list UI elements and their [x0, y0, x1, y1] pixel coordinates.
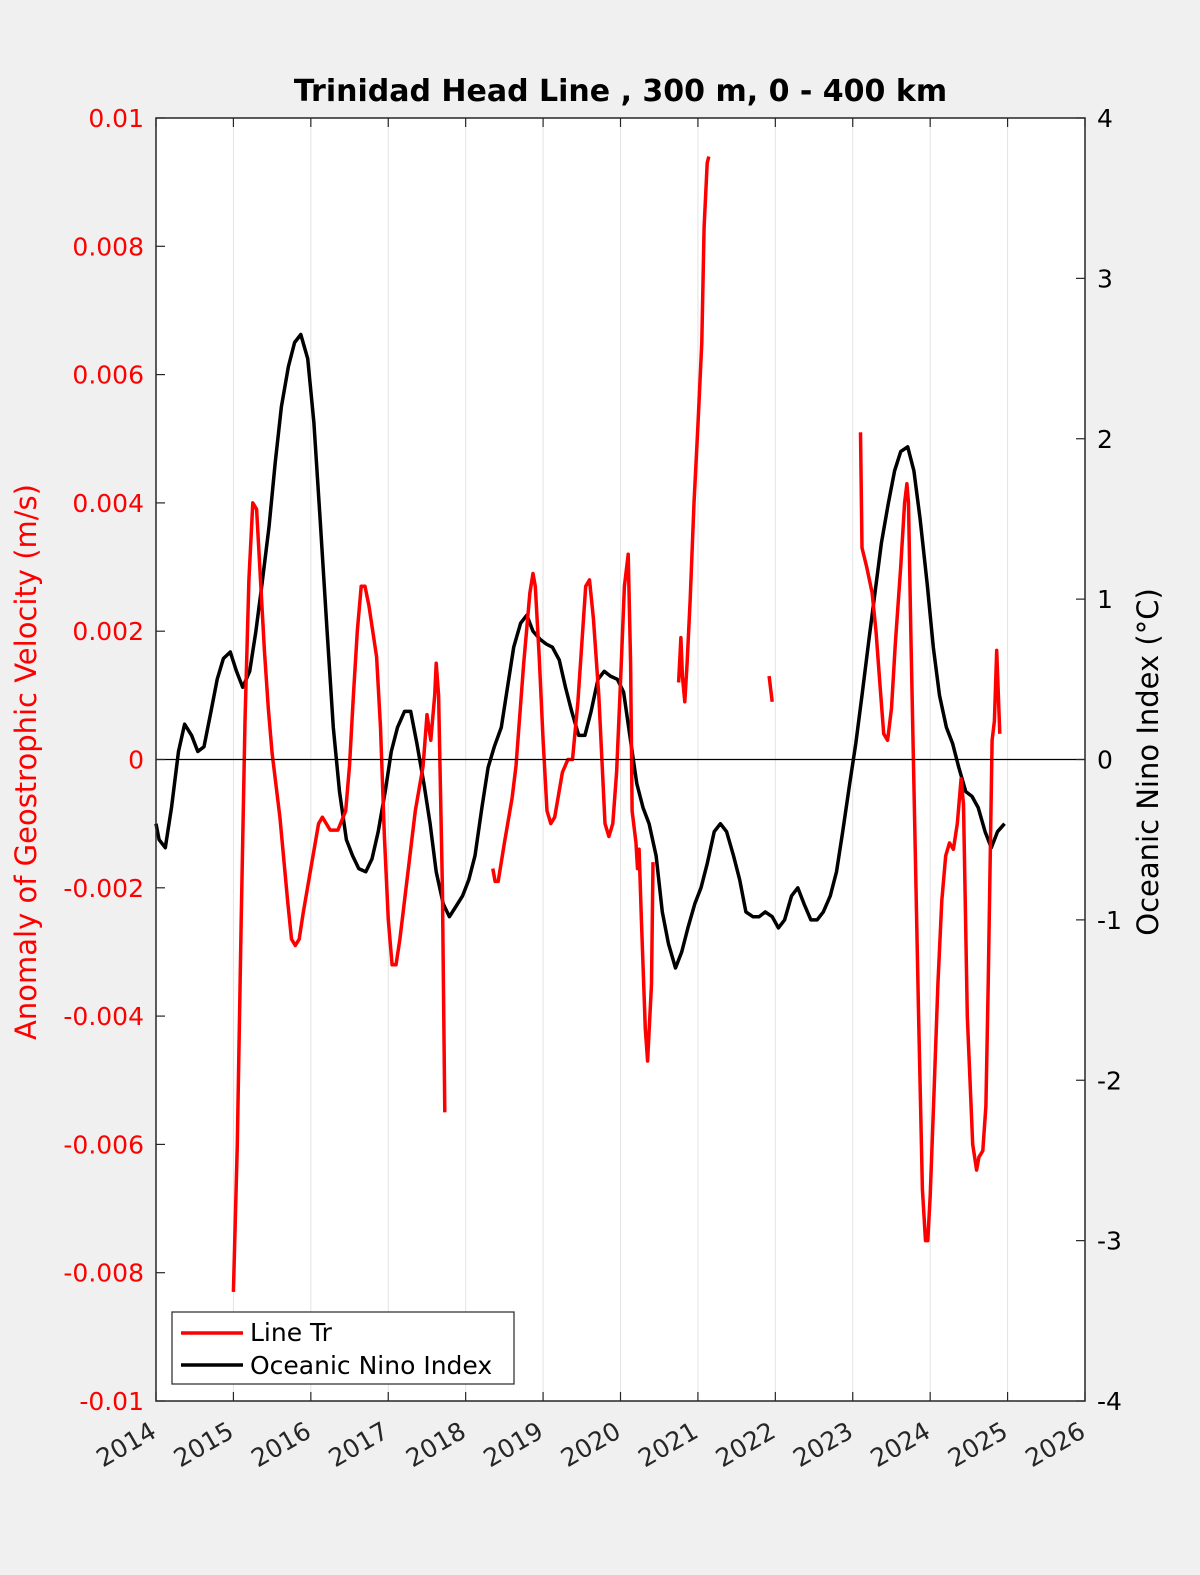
y-left-tick-label: 0.004: [72, 489, 144, 518]
series-line-tr-segment-3: [767, 675, 774, 703]
y-left-tick-label: 0.008: [72, 232, 144, 261]
y-left-tick-label: 0.002: [72, 617, 144, 646]
y-right-tick-label: -2: [1097, 1066, 1122, 1095]
legend-label-oni: Oceanic Nino Index: [250, 1351, 492, 1380]
y-axis-right-label: Oceanic Nino Index (°C): [1131, 588, 1165, 936]
series-oni-segment-0: [154, 332, 1006, 970]
legend: Line Tr Oceanic Nino Index: [171, 1311, 515, 1385]
y-left-tick-label: -0.01: [79, 1387, 144, 1416]
series-layer: [154, 156, 1006, 1292]
y-left-tick-label: -0.008: [63, 1259, 144, 1288]
y-left-tick-label: -0.002: [63, 874, 144, 903]
y-right-tick-label: -4: [1097, 1387, 1122, 1416]
legend-label-line-tr: Line Tr: [250, 1318, 333, 1347]
y-axis-left-label: Anomaly of Geostrophic Velocity (m/s): [9, 484, 43, 1040]
y-left-tick-label: 0.006: [72, 361, 144, 390]
y-right-tick-label: 2: [1097, 425, 1113, 454]
series-line-tr-segment-4: [858, 432, 1002, 1243]
y-left-tick-label: 0.01: [88, 104, 144, 133]
legend-box: [171, 1311, 515, 1385]
y-left-tick-label: 0: [128, 746, 144, 775]
y-right-tick-label: -1: [1097, 906, 1122, 935]
y-left-tick-label: -0.006: [63, 1130, 144, 1159]
y-right-tick-label: -3: [1097, 1227, 1122, 1256]
series-line-tr-segment-0: [231, 501, 447, 1292]
y-right-tick-label: 4: [1097, 104, 1113, 133]
series-line-tr-segment-1: [491, 552, 655, 1063]
y-right-tick-label: 1: [1097, 585, 1113, 614]
chart-title: Trinidad Head Line , 300 m, 0 - 400 km: [294, 74, 947, 109]
y-right-tick-label: 0: [1097, 746, 1113, 775]
y-left-tick-label: -0.004: [63, 1002, 144, 1031]
series-line-tr-segment-2: [676, 156, 711, 704]
y-right-tick-label: 3: [1097, 264, 1113, 293]
